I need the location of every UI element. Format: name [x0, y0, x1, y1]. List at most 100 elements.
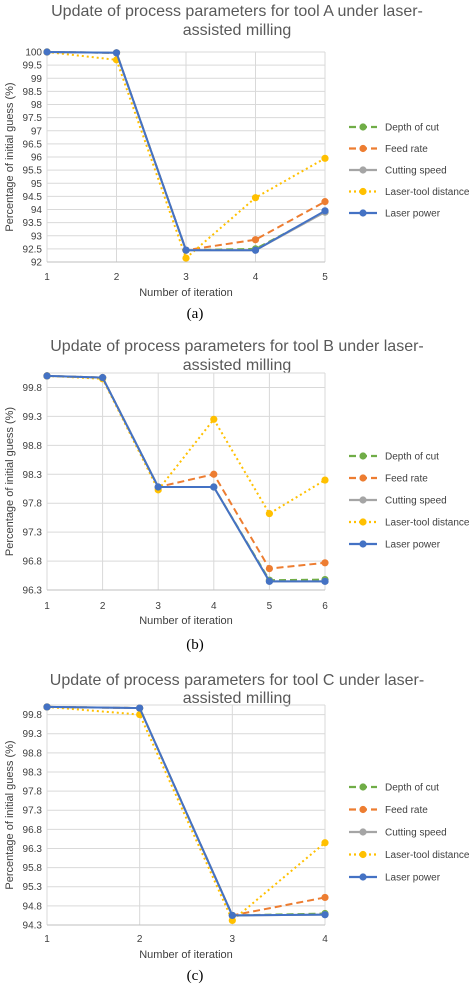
x-tick-label: 2	[114, 272, 120, 283]
legend-swatch-marker	[359, 850, 367, 859]
y-tick-label: 96.5	[23, 139, 43, 150]
y-tick-label: 98.5	[23, 87, 43, 98]
legend-swatch-marker	[359, 123, 367, 131]
series-point	[321, 154, 329, 162]
legend-swatch-marker	[359, 187, 367, 196]
x-axis-title: Number of iteration	[139, 949, 233, 961]
series-point	[321, 893, 329, 902]
y-tick-label: 94.3	[23, 921, 43, 932]
series-point	[321, 839, 329, 847]
legend-label: Laser-tool distance	[385, 187, 470, 198]
series-line	[46, 374, 326, 582]
y-tick-label: 97.3	[23, 528, 43, 539]
figure-caption: (c)	[187, 968, 204, 984]
y-tick-label: 96.8	[23, 557, 43, 568]
legend-swatch-marker	[359, 518, 367, 526]
y-tick-label: 94.5	[23, 192, 43, 203]
legend-label: Depth of cut	[385, 123, 439, 134]
x-tick-label: 2	[100, 601, 106, 612]
legend-label: Depth of cut	[385, 783, 439, 794]
series-point	[265, 564, 273, 573]
series-point	[251, 194, 260, 202]
series-line	[46, 374, 325, 583]
x-tick-label: 4	[253, 272, 259, 283]
x-tick-label: 4	[211, 601, 217, 612]
chart-a: Update of process parameters for tool A …	[4, 3, 470, 322]
series-point	[43, 703, 51, 711]
series-point	[321, 577, 329, 585]
chart-panel-c: Update of process parameters for tool C …	[0, 656, 474, 985]
y-tick-label: 93.5	[23, 218, 43, 229]
y-tick-label: 97.8	[23, 787, 43, 798]
series-point	[251, 236, 260, 244]
legend-swatch-marker	[359, 474, 367, 482]
series-line	[46, 705, 326, 923]
y-tick-label: 97	[31, 126, 43, 137]
legend-swatch-marker	[359, 452, 367, 460]
chart-title-line: Update of process parameters for tool B …	[50, 338, 424, 355]
y-tick-label: 98.3	[23, 767, 43, 778]
x-tick-label: 1	[44, 934, 50, 945]
series-point	[265, 577, 273, 585]
y-tick-label: 99.3	[23, 729, 43, 740]
chart-title-line: Update of process parameters for tool C …	[50, 672, 424, 689]
y-tick-label: 95	[31, 179, 43, 190]
series-line	[46, 374, 326, 570]
y-tick-label: 95.5	[23, 166, 43, 177]
x-tick-label: 3	[183, 272, 189, 283]
y-tick-label: 96.3	[23, 586, 43, 597]
legend-label: Laser-tool distance	[385, 518, 470, 529]
legend-label: Cutting speed	[385, 828, 447, 839]
series-point	[251, 246, 260, 254]
chart-title-line: Update of process parameters for tool A …	[51, 3, 423, 20]
y-tick-label: 99.8	[23, 710, 43, 721]
y-tick-label: 100	[25, 48, 42, 59]
series-point	[136, 704, 144, 712]
y-tick-label: 97.3	[23, 806, 43, 817]
legend-swatch-marker	[359, 828, 367, 836]
x-tick-label: 3	[155, 601, 161, 612]
series-point	[321, 207, 329, 215]
x-tick-label: 1	[44, 272, 50, 283]
y-tick-label: 93	[31, 231, 43, 242]
y-tick-label: 95.3	[23, 882, 43, 893]
y-tick-label: 97.8	[23, 499, 43, 510]
series-point	[154, 483, 162, 491]
series-point	[210, 415, 218, 423]
chart-c: Update of process parameters for tool C …	[4, 672, 470, 984]
legend-label: Depth of cut	[385, 452, 439, 463]
series-point	[321, 476, 329, 484]
chart-title-line: assisted milling	[183, 357, 291, 374]
chart-title-line: assisted milling	[183, 690, 291, 707]
y-tick-label: 98	[31, 100, 43, 111]
y-tick-label: 98.8	[23, 441, 43, 452]
legend-label: Cutting speed	[385, 496, 447, 507]
legend-label: Feed rate	[385, 474, 428, 485]
y-tick-label: 94	[31, 205, 43, 216]
legend-label: Cutting speed	[385, 166, 447, 177]
y-axis-title: Percentage of initial guess (%)	[4, 82, 16, 231]
legend-label: Laser-tool distance	[385, 850, 470, 861]
series-point	[112, 49, 121, 57]
series-point	[321, 198, 329, 206]
x-tick-label: 4	[322, 934, 328, 945]
legend-label: Feed rate	[385, 805, 428, 816]
series-point	[182, 246, 190, 254]
y-tick-label: 92.5	[23, 244, 43, 255]
chart-title-line: assisted milling	[183, 22, 291, 39]
legend-swatch-marker	[359, 209, 367, 217]
series-line	[46, 374, 325, 583]
series-point	[321, 559, 329, 567]
series-point	[210, 483, 218, 491]
chart-panel-a: Update of process parameters for tool A …	[0, 0, 474, 328]
x-tick-label: 1	[44, 601, 50, 612]
legend-label: Feed rate	[385, 144, 428, 155]
legend-swatch-marker	[359, 540, 367, 548]
y-tick-label: 98.8	[23, 748, 43, 759]
x-axis-title: Number of iteration	[139, 615, 233, 627]
y-tick-label: 99	[31, 74, 43, 85]
legend-swatch-marker	[359, 783, 367, 791]
x-tick-label: 5	[322, 272, 328, 283]
series-point	[228, 911, 236, 920]
y-tick-label: 96.3	[23, 844, 43, 855]
